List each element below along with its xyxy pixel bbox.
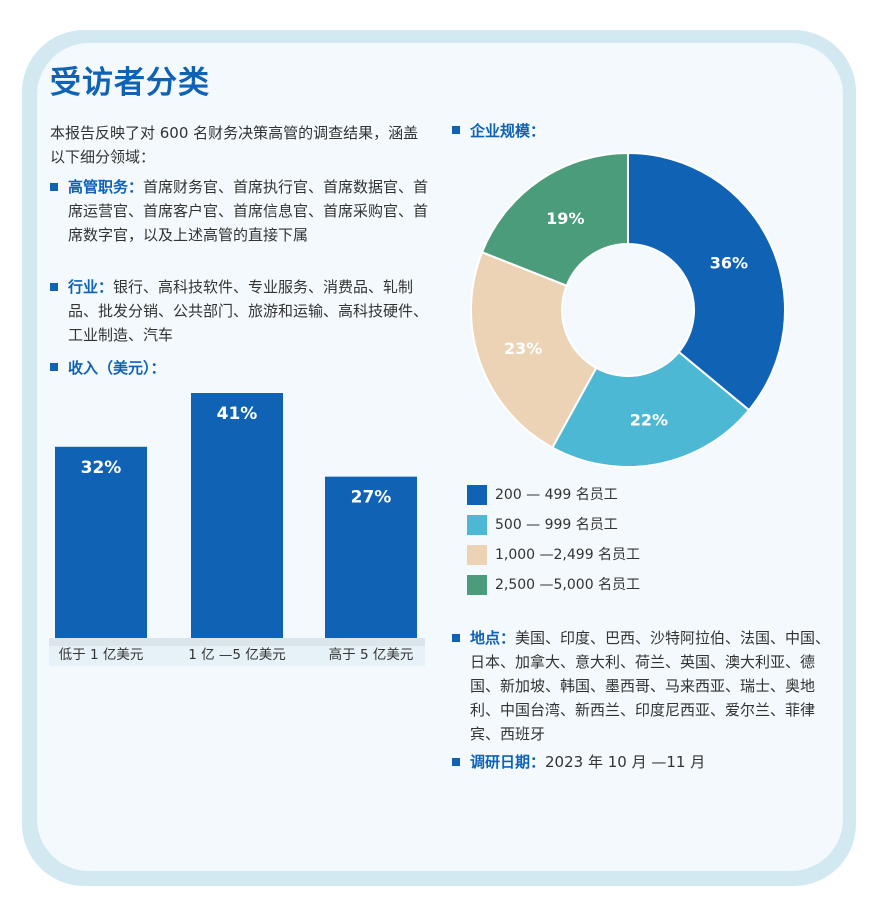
bar-label-band xyxy=(49,646,425,666)
legend-swatch xyxy=(467,575,487,595)
legend-label: 500 — 999 名员工 xyxy=(495,517,618,533)
legend-entry: 500 — 999 名员工 xyxy=(467,510,640,540)
legend-entry: 200 — 499 名员工 xyxy=(467,480,640,510)
executives-label: 高管职务： xyxy=(68,178,144,196)
bullet-square-icon xyxy=(452,634,460,642)
bullet-square-icon xyxy=(50,363,58,371)
page-title: 受访者分类 xyxy=(50,65,210,101)
donut-data-label: 23% xyxy=(504,339,542,358)
legend-swatch xyxy=(467,485,487,505)
donut-data-label: 36% xyxy=(710,254,748,273)
company-size-donut-chart: 36% 22% 23% 19% xyxy=(470,151,786,468)
donut-slice xyxy=(470,250,598,449)
legend-label: 200 — 499 名员工 xyxy=(495,487,618,503)
industry-label: 行业： xyxy=(68,278,114,296)
location-text: 美国、印度、巴西、沙特阿拉伯、法国、中国、日本、加拿大、意大利、荷兰、英国、澳大… xyxy=(470,629,831,743)
bar-baseline-shadow xyxy=(49,638,425,646)
legend-label: 2,500 —5,000 名员工 xyxy=(495,577,641,593)
bar xyxy=(325,476,417,638)
industry-text: 银行、高科技软件、专业服务、消费品、轧制品、批发分销、公共部门、旅游和运输、高科… xyxy=(68,278,429,344)
bar-data-label: 27% xyxy=(351,488,392,508)
revenue-bar-chart: 32% 低于 1 亿美元 41% 1 亿 —5 亿美元 27% 高于 5 亿美元 xyxy=(49,393,425,666)
bar-data-label: 32% xyxy=(81,458,122,478)
legend-entry: 1,000 —2,499 名员工 xyxy=(467,540,640,570)
executives-text: 首席财务官、首席执行官、首席数据官、首席运营官、首席客户官、首席信息官、首席采购… xyxy=(68,178,429,244)
bullet-square-icon xyxy=(452,758,460,766)
size-heading-text: 企业规模： xyxy=(470,122,546,140)
bar-data-label: 41% xyxy=(217,404,258,424)
survey-date-text: 2023 年 10 月 —11 月 xyxy=(545,753,706,771)
revenue-heading-text: 收入（美元）： xyxy=(68,359,166,377)
bullet-square-icon xyxy=(452,126,460,134)
location-label: 地点： xyxy=(470,629,516,647)
legend-entry: 2,500 —5,000 名员工 xyxy=(467,570,640,600)
donut-data-label: 22% xyxy=(630,411,668,430)
bar-category-label: 1 亿 —5 亿美元 xyxy=(188,647,286,663)
donut-slice xyxy=(551,350,751,468)
legend-label: 1,000 —2,499 名员工 xyxy=(495,547,641,563)
bullet-square-icon xyxy=(50,183,58,191)
bar-category-label: 低于 1 亿美元 xyxy=(59,647,144,663)
location-bullet: 地点：美国、印度、巴西、沙特阿拉伯、法国、中国、日本、加拿大、意大利、荷兰、英国… xyxy=(452,626,837,746)
survey-date-label: 调研日期： xyxy=(470,753,546,771)
executives-bullet: 高管职务：首席财务官、首席执行官、首席数据官、首席运营官、首席客户官、首席信息官… xyxy=(50,175,435,247)
bullet-square-icon xyxy=(50,283,58,291)
size-heading: 企业规模： xyxy=(452,120,545,141)
bar xyxy=(55,446,147,638)
legend-swatch xyxy=(467,545,487,565)
donut-hole xyxy=(563,245,693,375)
donut-slice xyxy=(480,151,629,288)
survey-date-bullet: 调研日期：2023 年 10 月 —11 月 xyxy=(452,750,837,774)
intro-text: 本报告反映了对 600 名财务决策高管的调查结果，涵盖以下细分领域： xyxy=(50,124,419,166)
size-legend: 200 — 499 名员工 500 — 999 名员工 1,000 —2,499 名… xyxy=(467,480,640,600)
bar xyxy=(191,393,283,638)
bar-category-label: 高于 5 亿美元 xyxy=(329,646,414,663)
revenue-heading: 收入（美元）： xyxy=(50,357,166,378)
donut-data-label: 19% xyxy=(546,209,584,228)
industry-bullet: 行业：银行、高科技软件、专业服务、消费品、轧制品、批发分销、公共部门、旅游和运输… xyxy=(50,275,435,347)
donut-slice xyxy=(627,151,786,412)
legend-swatch xyxy=(467,515,487,535)
